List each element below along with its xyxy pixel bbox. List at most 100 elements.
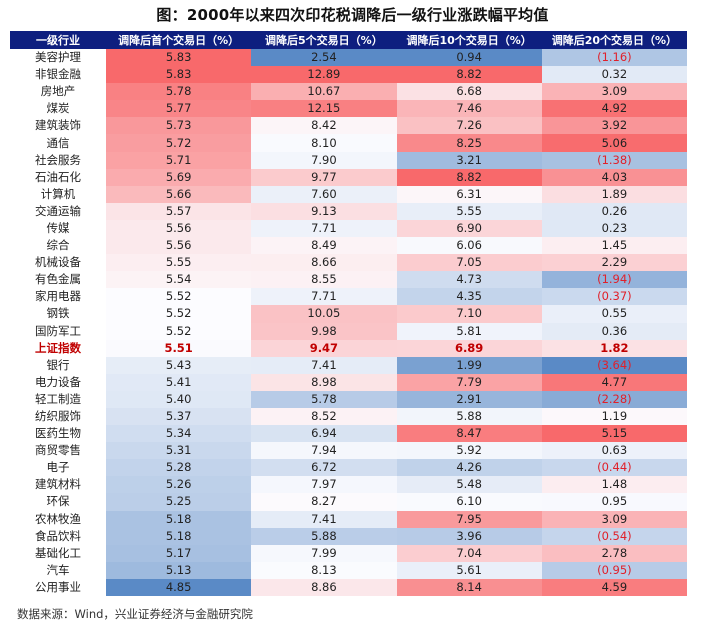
value-text: 5.52 <box>165 306 192 321</box>
value-text: (0.37) <box>597 289 632 304</box>
value-text: 5.40 <box>165 391 192 406</box>
value-text: 0.36 <box>601 323 628 338</box>
value-text: 8.49 <box>311 238 337 253</box>
value-cell-d1: 5.51 <box>106 339 252 357</box>
industry-name: 传媒 <box>10 219 106 238</box>
table-row: 传媒 5.56 7.71 6.90 0.23 <box>10 219 687 238</box>
industry-name: 交通运输 <box>10 202 106 220</box>
table-row: 公用事业 4.85 8.86 8.14 4.59 <box>10 578 687 596</box>
value-text: 6.31 <box>456 186 482 201</box>
value-cell-d1: 5.52 <box>106 305 252 323</box>
value-text: 9.47 <box>309 340 339 355</box>
value-text: (0.54) <box>597 528 632 543</box>
value-text: 7.95 <box>456 511 482 526</box>
value-cell-d1: 5.78 <box>106 83 252 101</box>
value-text: 6.06 <box>456 238 482 253</box>
value-text: 4.77 <box>601 374 628 389</box>
industry-name: 电力设备 <box>10 373 106 391</box>
value-text: 5.43 <box>165 357 192 372</box>
value-text: 5.83 <box>165 50 192 65</box>
value-cell-d1: 5.69 <box>106 168 252 186</box>
value-text: 5.56 <box>165 238 192 253</box>
industry-name: 煤炭 <box>10 100 106 118</box>
value-cell-d1: 5.52 <box>106 288 252 306</box>
industry-name: 钢铁 <box>10 305 106 323</box>
value-text: 4.26 <box>456 460 482 475</box>
table-row: 交通运输 5.57 9.13 5.55 0.26 <box>10 202 687 220</box>
value-text: 8.25 <box>456 135 482 150</box>
table-row: 机械设备 5.55 8.66 7.05 2.29 <box>10 254 687 272</box>
industry-name: 通信 <box>10 134 106 152</box>
value-text: 4.35 <box>456 289 482 304</box>
value-cell-d20: 1.82 <box>541 339 687 357</box>
value-cell-d20: (1.94) <box>541 271 687 289</box>
value-text: 7.41 <box>311 511 337 526</box>
value-cell-d10: 6.10 <box>396 493 542 511</box>
value-cell-d5: 8.66 <box>251 254 397 272</box>
value-cell-d1: 5.56 <box>106 237 252 255</box>
value-cell-d20: 1.19 <box>541 407 687 426</box>
value-text: 5.88 <box>311 528 337 543</box>
value-text: 5.69 <box>165 169 192 184</box>
value-cell-d20: (1.38) <box>541 151 687 169</box>
value-cell-d10: 6.89 <box>396 339 542 357</box>
value-cell-d20: 4.92 <box>541 100 687 118</box>
header-industry: 一级行业 <box>10 31 106 49</box>
value-text: 1.89 <box>601 186 628 201</box>
value-cell-d1: 5.31 <box>106 442 252 460</box>
value-text: 8.66 <box>311 255 337 270</box>
value-text: 8.14 <box>456 579 482 594</box>
industry-name: 建筑装饰 <box>10 117 106 135</box>
value-cell-d1: 5.54 <box>106 271 252 289</box>
table-row: 综合 5.56 8.49 6.06 1.45 <box>10 237 687 255</box>
value-cell-d5: 5.88 <box>251 527 397 545</box>
value-cell-d1: 5.13 <box>106 561 252 579</box>
value-cell-d20: 2.78 <box>541 544 687 562</box>
value-cell-d1: 5.17 <box>106 544 252 562</box>
value-text: 4.03 <box>601 169 628 184</box>
value-text: 5.52 <box>165 323 192 338</box>
value-text: 7.04 <box>456 545 482 560</box>
value-cell-d5: 7.41 <box>251 510 397 528</box>
industry-name: 环保 <box>10 493 106 511</box>
industry-name: 综合 <box>10 237 106 255</box>
value-cell-d5: 6.94 <box>251 425 397 443</box>
value-text: 7.71 <box>311 289 337 304</box>
value-cell-d10: 6.06 <box>396 237 542 255</box>
value-cell-d1: 5.37 <box>106 407 252 426</box>
value-text: 5.37 <box>165 409 192 424</box>
value-cell-d10: 8.14 <box>396 578 542 596</box>
value-text: 0.63 <box>601 443 628 458</box>
value-text: 5.66 <box>165 186 192 201</box>
value-text: 8.13 <box>311 562 337 577</box>
value-cell-d10: 5.92 <box>396 442 542 460</box>
table-row: 家用电器 5.52 7.71 4.35 (0.37) <box>10 288 687 306</box>
value-cell-d1: 5.71 <box>106 151 252 169</box>
value-cell-d5: 8.42 <box>251 117 397 135</box>
chart-title: 图：2000年以来四次印花税调降后一级行业涨跌幅平均值 <box>156 6 549 24</box>
value-text: 5.57 <box>165 203 192 218</box>
value-text: 6.68 <box>456 84 482 99</box>
value-text: 5.77 <box>165 101 192 116</box>
value-cell-d1: 5.55 <box>106 254 252 272</box>
value-text: 8.82 <box>456 169 482 184</box>
value-text: 12.15 <box>307 101 341 116</box>
value-cell-d5: 12.89 <box>251 66 397 84</box>
value-text: 2.91 <box>456 391 482 406</box>
value-text: 1.45 <box>601 238 628 253</box>
value-cell-d5: 8.52 <box>251 407 397 426</box>
value-cell-d10: 8.47 <box>396 425 542 443</box>
industry-name: 银行 <box>10 356 106 374</box>
value-cell-d5: 7.99 <box>251 544 397 562</box>
industry-name: 社会服务 <box>10 151 106 169</box>
value-text: 8.86 <box>311 579 337 594</box>
value-cell-d1: 5.34 <box>106 425 252 443</box>
value-text: 9.98 <box>311 323 337 338</box>
value-cell-d20: 3.92 <box>541 117 687 135</box>
value-cell-d5: 9.77 <box>251 168 397 186</box>
value-cell-d20: 4.59 <box>541 578 687 596</box>
value-text: 4.59 <box>601 579 628 594</box>
value-text: 0.23 <box>601 220 628 235</box>
header-day20: 调降后20个交易日（%） <box>541 31 687 49</box>
value-text: 5.41 <box>165 374 192 389</box>
